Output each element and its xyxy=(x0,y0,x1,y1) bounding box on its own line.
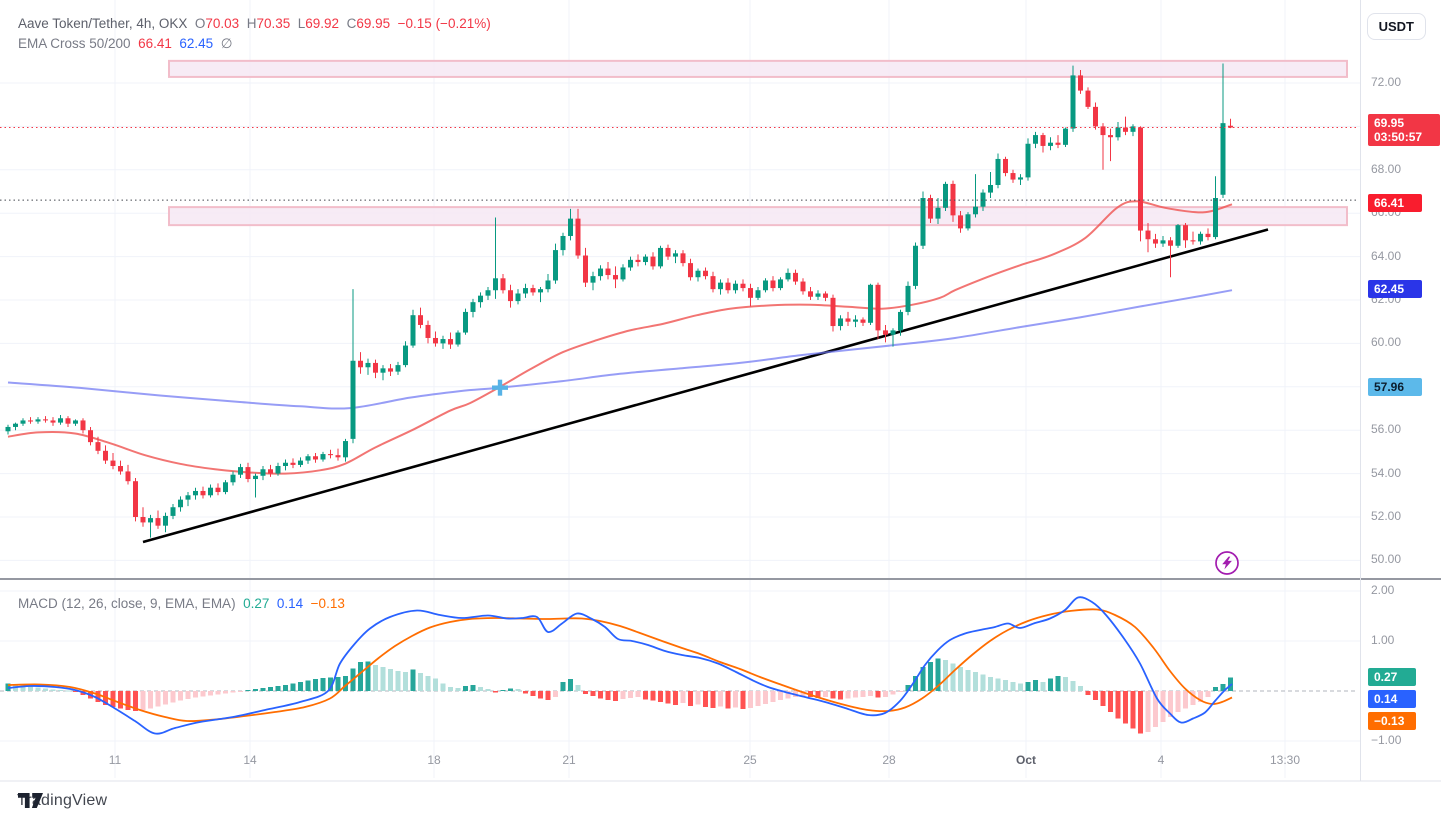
macd-title[interactable]: MACD (12, 26, close, 9, EMA, EMA) xyxy=(18,596,236,611)
price-badge: 69.95 03:50:57 xyxy=(1368,114,1440,146)
time-axis-label: 28 xyxy=(882,753,896,767)
price-gridlines xyxy=(0,82,1360,561)
price-axis-label: 64.00 xyxy=(1371,248,1402,263)
time-axis-label: 13:30 xyxy=(1269,753,1301,767)
time-axis-label: 21 xyxy=(562,753,576,767)
time-axis-label: 4 xyxy=(1157,753,1165,767)
macd-signal-value: −0.13 xyxy=(310,596,345,611)
ohlc-high-label: H xyxy=(246,16,257,31)
price-badge: 66.41 xyxy=(1368,194,1422,212)
time-axis-label: 11 xyxy=(108,753,122,767)
time-axis-label: 18 xyxy=(427,753,441,767)
ohlc-close-label: C xyxy=(346,16,357,31)
ema-indicator-title[interactable]: EMA Cross 50/200 xyxy=(18,36,131,51)
price-axis-label: 52.00 xyxy=(1371,509,1402,523)
ema-suffix-icon: ∅ xyxy=(220,36,233,51)
price-axis-label: 50.00 xyxy=(1371,552,1402,567)
price-axis-label: 72.00 xyxy=(1371,75,1402,89)
ohlc-open-label: O xyxy=(194,16,206,31)
macd-histogram xyxy=(5,658,1233,734)
price-axis-label: 56.00 xyxy=(1371,422,1402,437)
trendline-drawing[interactable] xyxy=(142,228,1269,544)
time-axis[interactable]: 11 14 18 21 25 28 Oct 4 13:30 xyxy=(0,747,1360,779)
price-axis-label: 54.00 xyxy=(1371,465,1402,480)
legend: Aave Token/Tether, 4h, OKX O70.03 H70.35… xyxy=(18,14,491,54)
macd-indicator-line[interactable]: MACD (12, 26, close, 9, EMA, EMA) 0.27 0… xyxy=(18,596,345,611)
ema200-line[interactable] xyxy=(7,289,1233,410)
macd-line-value: 0.14 xyxy=(276,596,304,611)
macd-signal-line xyxy=(7,608,1233,722)
macd-main-line xyxy=(7,596,1233,735)
tradingview-logo-icon xyxy=(18,793,43,808)
resistance-zones[interactable] xyxy=(168,59,1348,227)
symbol-title[interactable]: Aave Token/Tether, 4h, OKX xyxy=(18,16,188,31)
macd-value-badge: 0.27 xyxy=(1368,668,1416,686)
ohlc-low-label: L xyxy=(297,16,306,31)
macd-axis-label: 1.00 xyxy=(1371,633,1395,647)
price-axis[interactable]: 72.00 68.00 66.00 64.00 62.00 60.00 56.00 54.00… xyxy=(1360,0,1441,781)
ohlc-close: 69.95 xyxy=(356,16,391,31)
currency-toggle-button[interactable]: USDT xyxy=(1366,13,1426,40)
countdown-timer: 03:50:57 xyxy=(1374,130,1423,144)
change-value: −0.15 (−0.21%) xyxy=(397,16,491,31)
ohlc-high: 70.35 xyxy=(256,16,291,31)
tradingview-logo[interactable]: TradingView xyxy=(17,792,107,810)
lightning-marker-icon[interactable] xyxy=(1212,548,1242,578)
macd-hist-value: 0.27 xyxy=(243,596,270,611)
ohlc-low: 69.92 xyxy=(305,16,340,31)
time-axis-label: Oct xyxy=(1015,753,1037,767)
ema-indicator-line[interactable]: EMA Cross 50/200 66.41 62.45 ∅ xyxy=(18,34,491,53)
price-axis-label: 60.00 xyxy=(1371,335,1402,350)
price-axis-label: 68.00 xyxy=(1371,161,1402,176)
ema50-value: 66.41 xyxy=(138,36,172,51)
price-badge: 62.45 xyxy=(1368,280,1422,298)
time-axis-label: 14 xyxy=(243,753,257,767)
candlestick-series[interactable] xyxy=(5,63,1234,538)
macd-value-badge: 0.14 xyxy=(1368,690,1416,708)
vertical-gridlines xyxy=(114,0,1286,778)
ema200-value: 62.45 xyxy=(179,36,214,51)
ema-cross-marker-icon xyxy=(492,379,508,396)
macd-axis-label: 2.00 xyxy=(1371,583,1395,597)
macd-value-badge: −0.13 xyxy=(1368,712,1416,730)
macd-gridlines xyxy=(0,590,1360,742)
time-axis-label: 25 xyxy=(743,753,757,767)
price-badge: 57.96 xyxy=(1368,378,1422,396)
macd-axis-label: −1.00 xyxy=(1371,733,1402,747)
ema50-line[interactable] xyxy=(7,200,1233,475)
ohlc-open: 70.03 xyxy=(205,16,240,31)
symbol-status-line[interactable]: Aave Token/Tether, 4h, OKX O70.03 H70.35… xyxy=(18,14,491,33)
